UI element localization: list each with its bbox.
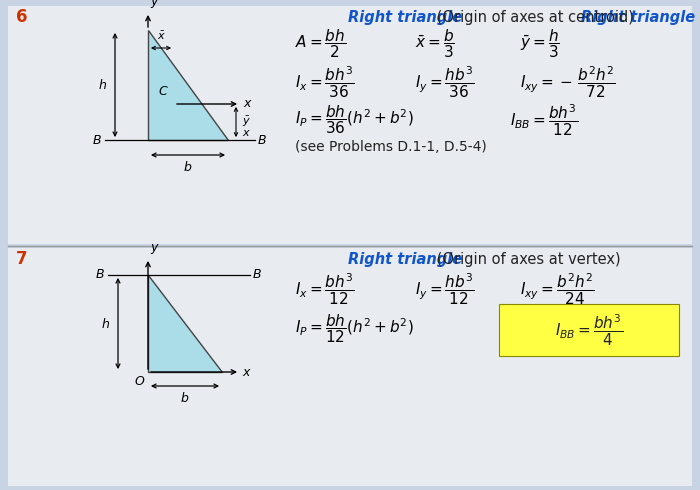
Text: $\bar{x}$: $\bar{x}$	[157, 30, 165, 42]
Text: $h$: $h$	[101, 317, 110, 331]
Text: $I_y = \dfrac{hb^3}{12}$: $I_y = \dfrac{hb^3}{12}$	[415, 272, 475, 307]
Text: $B$: $B$	[92, 133, 102, 147]
Text: $x$: $x$	[242, 128, 251, 138]
Text: $\bar{y} = \dfrac{h}{3}$: $\bar{y} = \dfrac{h}{3}$	[520, 27, 560, 60]
Bar	[8, 6, 692, 244]
Text: $B$: $B$	[252, 269, 262, 281]
Text: (Origin of axes at centroid): (Origin of axes at centroid)	[432, 10, 634, 25]
Text: $I_P = \dfrac{bh}{12}(h^2 + b^2)$: $I_P = \dfrac{bh}{12}(h^2 + b^2)$	[295, 312, 414, 345]
Text: $B$: $B$	[257, 133, 267, 147]
Text: $O$: $O$	[134, 375, 145, 388]
Text: $b$: $b$	[183, 160, 192, 174]
Text: $I_y = \dfrac{hb^3}{36}$: $I_y = \dfrac{hb^3}{36}$	[415, 65, 475, 100]
Text: (Origin of axes at vertex): (Origin of axes at vertex)	[432, 252, 621, 267]
Text: Right triangle: Right triangle	[581, 10, 695, 25]
Polygon shape	[148, 30, 228, 140]
Text: 6: 6	[16, 8, 27, 26]
Text: Right triangle: Right triangle	[348, 252, 462, 267]
Text: Right triangle: Right triangle	[348, 10, 462, 25]
Text: $I_P = \dfrac{bh}{36}(h^2 + b^2)$: $I_P = \dfrac{bh}{36}(h^2 + b^2)$	[295, 103, 414, 136]
Text: $I_{xy} = \dfrac{b^2h^2}{24}$: $I_{xy} = \dfrac{b^2h^2}{24}$	[520, 272, 594, 307]
Text: $y$: $y$	[150, 0, 160, 10]
Text: $I_{xy} = -\,\dfrac{b^2h^2}{72}$: $I_{xy} = -\,\dfrac{b^2h^2}{72}$	[520, 65, 615, 100]
Text: $I_{BB} = \dfrac{bh^3}{4}$: $I_{BB} = \dfrac{bh^3}{4}$	[555, 312, 623, 348]
FancyBboxPatch shape	[499, 304, 679, 356]
Text: $x$: $x$	[243, 98, 253, 111]
Bar	[8, 248, 692, 486]
Text: $I_x = \dfrac{bh^3}{12}$: $I_x = \dfrac{bh^3}{12}$	[295, 272, 355, 307]
Text: $y$: $y$	[150, 242, 160, 256]
Text: $B$: $B$	[95, 269, 105, 281]
Text: $C$: $C$	[158, 85, 169, 98]
Text: $b$: $b$	[181, 391, 190, 405]
Text: (see Problems D.1-1, D.5-4): (see Problems D.1-1, D.5-4)	[295, 140, 486, 154]
Text: $I_x = \dfrac{bh^3}{36}$: $I_x = \dfrac{bh^3}{36}$	[295, 65, 355, 100]
Text: $\bar{y}$: $\bar{y}$	[242, 115, 251, 129]
Text: $A = \dfrac{bh}{2}$: $A = \dfrac{bh}{2}$	[295, 27, 346, 60]
Text: $I_{BB} = \dfrac{bh^3}{12}$: $I_{BB} = \dfrac{bh^3}{12}$	[510, 103, 578, 139]
Polygon shape	[148, 275, 222, 372]
Text: $\bar{x} = \dfrac{b}{3}$: $\bar{x} = \dfrac{b}{3}$	[415, 27, 455, 60]
Text: $h$: $h$	[98, 78, 107, 92]
Text: 7: 7	[16, 250, 27, 268]
Text: $x$: $x$	[242, 366, 252, 378]
